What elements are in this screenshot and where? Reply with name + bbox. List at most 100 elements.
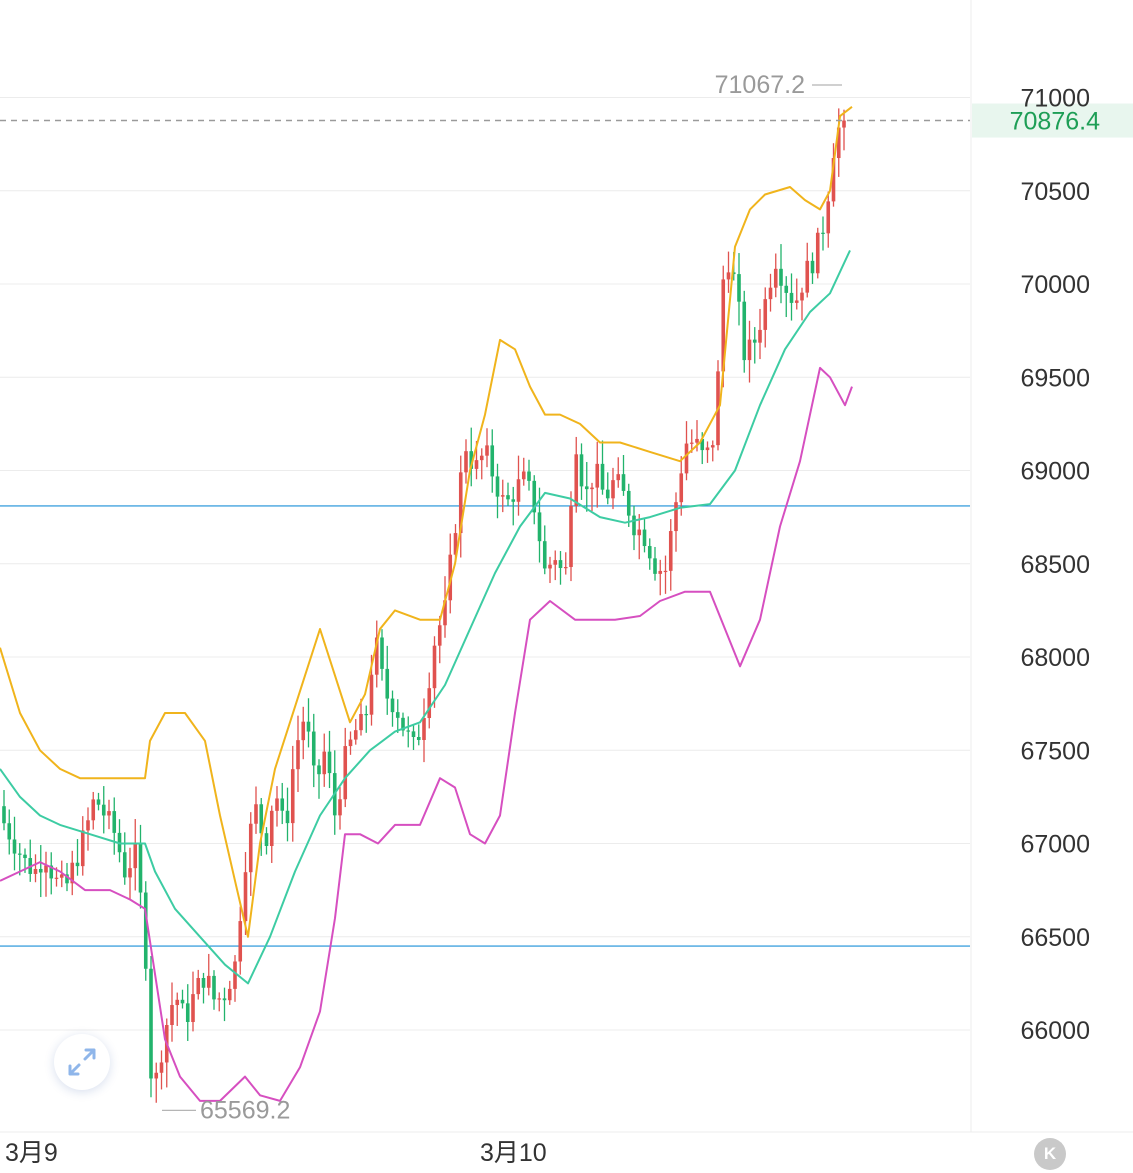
candle	[784, 276, 789, 318]
candle-body	[516, 479, 521, 502]
candle-body	[180, 999, 185, 1004]
candle	[590, 482, 594, 512]
candle	[805, 242, 810, 298]
candle	[133, 819, 138, 891]
candle-body	[80, 830, 85, 867]
candle-body	[17, 853, 22, 855]
candle-body	[663, 570, 668, 573]
candle-body	[59, 874, 64, 878]
candle-body	[44, 865, 48, 873]
candle	[411, 724, 416, 750]
candle-body	[12, 839, 17, 854]
candle-body	[595, 463, 600, 488]
candle-body	[416, 737, 421, 740]
candle-body	[632, 515, 636, 536]
candle-body	[122, 852, 127, 878]
candle-body	[317, 765, 321, 775]
candle	[416, 724, 421, 746]
k-badge-icon[interactable]: K	[1034, 1138, 1066, 1170]
candle-body	[532, 480, 537, 513]
candle	[432, 636, 437, 708]
candle-body	[579, 454, 584, 487]
candle-body	[222, 998, 227, 1001]
candle-body	[243, 872, 248, 922]
high-price-annotation: 71067.2	[715, 71, 805, 99]
candle	[17, 843, 22, 876]
candle-body	[422, 718, 426, 740]
candle	[227, 980, 232, 1005]
candle-body	[705, 447, 710, 451]
candle	[243, 852, 248, 936]
candle	[842, 109, 846, 151]
candle	[401, 712, 405, 737]
candle	[128, 847, 132, 900]
candle-body	[143, 892, 148, 969]
candle	[600, 440, 605, 495]
candle-body	[390, 698, 395, 713]
candle	[406, 716, 411, 748]
candle	[86, 807, 90, 851]
expand-chart-button[interactable]	[54, 1034, 110, 1090]
candle	[574, 436, 579, 513]
candle-body	[527, 471, 531, 481]
candle-body	[301, 721, 306, 741]
candle-body	[369, 674, 374, 715]
candle-body	[621, 474, 626, 491]
candle	[359, 698, 363, 736]
candle-body	[647, 546, 652, 559]
candle	[395, 699, 400, 733]
candle-body	[338, 799, 342, 816]
candle	[33, 854, 38, 883]
candle	[742, 290, 747, 373]
candle-body	[86, 820, 90, 831]
candle	[317, 759, 321, 799]
candle-body	[768, 287, 773, 300]
candle	[563, 552, 568, 575]
candle-body	[374, 637, 379, 675]
candle-body	[747, 339, 752, 361]
candle-body	[364, 714, 369, 716]
candle-body	[605, 489, 610, 499]
candle	[437, 615, 442, 664]
candle	[647, 538, 652, 570]
candle	[185, 984, 190, 1041]
candle	[149, 956, 153, 1098]
candle	[49, 852, 54, 895]
candle-body	[521, 471, 526, 480]
grid-lines	[0, 97, 970, 1031]
candle-body	[779, 268, 783, 286]
candle-body	[721, 279, 726, 372]
candle-body	[558, 560, 563, 568]
candle	[506, 482, 510, 506]
y-tick-label: 70500	[1020, 178, 1090, 206]
candle	[80, 816, 85, 876]
candle	[616, 457, 621, 488]
candle-body	[810, 260, 815, 274]
candle	[380, 629, 384, 681]
candle-body	[212, 975, 216, 1000]
candle-body	[91, 799, 96, 821]
candle	[569, 491, 573, 582]
candle-body	[842, 120, 846, 128]
candle	[605, 472, 610, 505]
candle-body	[107, 811, 111, 816]
candle-body	[54, 877, 59, 879]
candle	[338, 787, 342, 830]
candle	[626, 483, 631, 527]
candle-body	[285, 810, 290, 824]
y-axis-ticks: 66000 66500 67000 67500 68000 68500 69000 69500…	[1020, 85, 1090, 1046]
candle-body	[348, 739, 353, 747]
candle-body	[731, 272, 736, 275]
candle-body	[385, 668, 390, 699]
candle	[248, 812, 253, 896]
candle	[170, 982, 174, 1042]
candle	[516, 455, 521, 516]
candle	[658, 559, 663, 596]
candle-body	[49, 865, 54, 879]
candle	[107, 799, 111, 830]
candle	[259, 798, 264, 856]
candle-body	[269, 810, 274, 846]
candle	[233, 955, 237, 1002]
candle-body	[611, 480, 615, 499]
